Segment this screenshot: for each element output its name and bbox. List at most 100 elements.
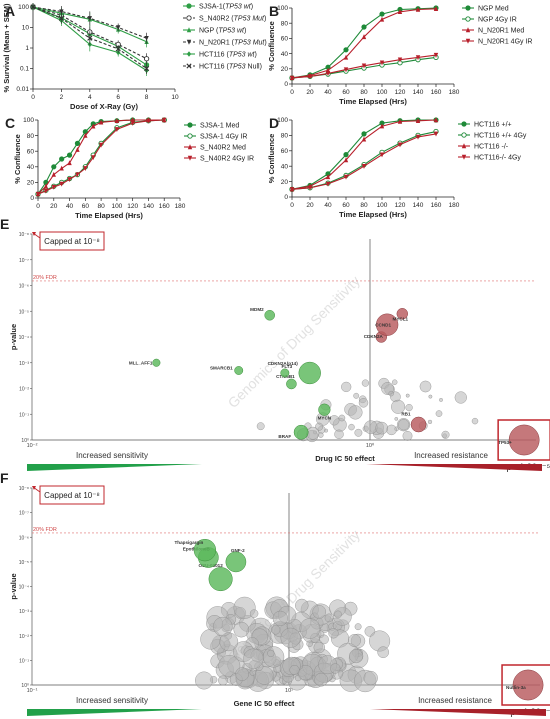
x-tick-label: 160 — [431, 202, 442, 209]
background-point — [391, 399, 406, 414]
y-tick-label: 20 — [281, 66, 289, 73]
data-point — [143, 56, 150, 62]
legend-label: SJSA-1 Med — [200, 123, 239, 130]
x-tick-label: 120 — [395, 89, 406, 96]
legend-entry: SJSA-1 Med — [184, 122, 239, 130]
background-point — [377, 646, 390, 659]
legend-label: S_N40R2 4Gy IR — [200, 156, 254, 163]
point-label: CCND1 — [375, 323, 391, 328]
background-point — [439, 397, 443, 402]
y-tick-label: 20 — [27, 180, 35, 187]
background-point — [354, 623, 362, 631]
x-tick-label: 120 — [395, 202, 406, 209]
background-point — [361, 379, 370, 387]
y-tick-label: 10⁻⁶ — [19, 535, 29, 541]
y-tick-label: 80 — [281, 20, 289, 27]
series-line — [291, 133, 437, 190]
x-tick-label: 100 — [111, 203, 122, 210]
legend-label-italic: TP53 wt — [225, 4, 252, 11]
legend-label-text: SJSA-1( — [199, 4, 226, 11]
x-axis-title: Drug IC 50 effect — [315, 454, 375, 463]
data-point — [379, 60, 385, 66]
data-point — [83, 166, 88, 172]
point-label: GNF-2 — [231, 548, 245, 553]
data-point — [397, 118, 403, 124]
y-tick-label: 0 — [284, 194, 288, 201]
y-tick-label: 10⁻⁵ — [19, 560, 29, 566]
watermark: Genomics of Drug Sensitivity — [225, 273, 363, 411]
data-point — [343, 152, 349, 158]
data-point — [433, 117, 439, 123]
y-tick-label: 10 — [22, 25, 30, 32]
legend-label-text: S_N40R2 Med — [200, 145, 246, 152]
data-point — [51, 171, 56, 177]
legend-entry: NGP (TP53 wt) — [183, 27, 246, 35]
legend-label: SJSA-1 4Gy IR — [200, 134, 247, 141]
legend-label-text: N_N20R1 4Gy IR — [478, 39, 532, 46]
legend-label: HCT116 -/- — [474, 144, 509, 151]
data-point — [59, 165, 64, 171]
y-tick-label: 40 — [281, 51, 289, 58]
data-point — [146, 118, 151, 124]
background-point — [354, 428, 363, 437]
legend-entry: HCT116 +/+ 4Gy — [458, 132, 527, 140]
legend-label: HCT116 (TP53 Null) — [199, 64, 262, 71]
right-label: Increased resistance — [414, 451, 488, 460]
x-axis-title: Dose of X-Ray (Gy) — [70, 102, 138, 111]
series-1 — [35, 117, 167, 197]
data-point — [87, 16, 92, 22]
legend-marker — [186, 3, 192, 9]
data-point — [66, 152, 73, 158]
x-tick-label: 140 — [413, 202, 424, 209]
legend-marker — [186, 51, 192, 57]
background-point — [435, 410, 443, 417]
legend-label: NGP (TP53 wt) — [199, 28, 246, 35]
background-point — [306, 426, 320, 440]
data-point — [289, 75, 295, 81]
background-point — [375, 421, 389, 435]
data-point — [234, 366, 244, 375]
legend-label-end: ) — [244, 28, 246, 35]
point-label: CDKN2A(p14) — [268, 361, 299, 366]
x-tick-label: 180 — [449, 89, 460, 96]
x-tick-label: 140 — [413, 89, 424, 96]
data-point — [58, 15, 64, 21]
point-label: TP53+ — [498, 440, 512, 445]
background-point — [233, 621, 250, 638]
data-point — [361, 136, 367, 142]
legend-entry: N_N20R1 (TP53 Mut) — [183, 40, 267, 47]
legend-label-text: HCT116 ( — [199, 52, 229, 59]
y-tick-label: 10⁻⁵ — [19, 309, 29, 315]
data-point — [293, 424, 309, 440]
y-tick-label: 10⁻⁷ — [19, 258, 29, 264]
background-point — [271, 625, 281, 635]
point-group: FLT3 — [280, 364, 293, 378]
x-tick-label: 80 — [97, 203, 105, 210]
legend-marker — [187, 155, 193, 161]
data-point — [286, 378, 297, 390]
background-point — [299, 618, 321, 639]
y-tick-label: 10⁰ — [21, 438, 29, 444]
background-point — [363, 420, 378, 435]
legend-label-end: ) — [251, 4, 253, 11]
x-tick-label: 4 — [88, 94, 92, 101]
data-point — [193, 538, 217, 562]
highlight-box — [501, 664, 550, 706]
point-group: MLL_AFF1 — [129, 358, 161, 367]
y-tick-label: 100 — [277, 117, 288, 124]
data-point — [343, 67, 349, 73]
x-tick-label: 10⁻¹ — [27, 688, 38, 694]
data-point — [433, 6, 439, 11]
data-point — [318, 403, 331, 416]
point-group: BRAF — [278, 424, 309, 440]
panel-e: Genomics of Drug Sensitivity10⁰10⁻¹10⁻²1… — [9, 231, 550, 472]
legend-label-text: NGP Med — [478, 6, 509, 13]
panel-letter-d: D — [269, 115, 279, 131]
legend-entry: S_N40R2 4Gy IR — [184, 156, 254, 163]
y-axis-title: p-value — [9, 324, 18, 350]
legend-label-italic: TP53 wt — [218, 28, 245, 35]
fdr-label: 20% FDR — [33, 527, 57, 533]
legend-entry: HCT116 -/- — [458, 143, 509, 151]
legend-label: S_N40R2 Med — [200, 145, 246, 152]
legend-marker — [187, 144, 193, 150]
